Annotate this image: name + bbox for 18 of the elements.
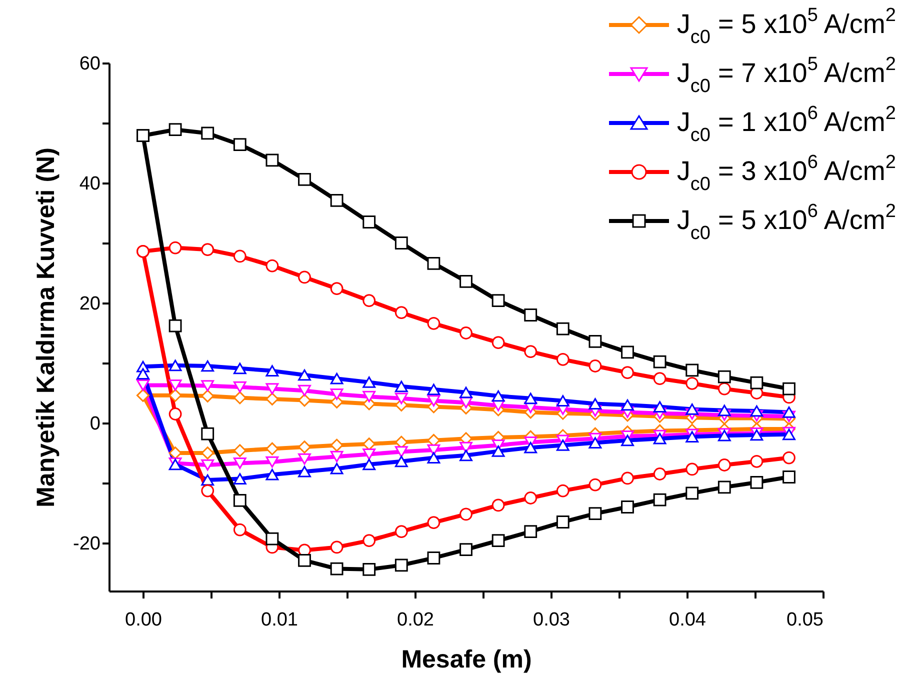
- x-tick-label: 0.03: [533, 610, 570, 630]
- x-tick-label: 0.05: [786, 610, 824, 630]
- y-tick-label: 20: [79, 294, 100, 314]
- legend-label: J$_{c0}$ = 5 x10$^{5}$ A/cm$^{2}$: [676, 5, 896, 48]
- x-tick-label: 0.04: [669, 610, 706, 630]
- y-tick-label: 40: [79, 174, 100, 194]
- x-tick-label: 0.00: [125, 610, 162, 630]
- legend-label: J$_{c0}$ = 5 x10$^{6}$ A/cm$^{2}$: [676, 201, 896, 244]
- legend-label: J$_{c0}$ = 7 x10$^{5}$ A/cm$^{2}$: [676, 54, 896, 97]
- x-tick-label: 0.01: [261, 610, 298, 630]
- legend-label: J$_{c0}$ = 3 x10$^{6}$ A/cm$^{2}$: [676, 152, 896, 195]
- y-axis-title: Manyetik Kaldırma Kuvveti (N): [32, 148, 60, 508]
- y-tick-label: 60: [79, 54, 100, 74]
- legend-label: J$_{c0}$ = 1 x10$^{6}$ A/cm$^{2}$: [676, 103, 896, 146]
- y-tick-label: 0: [90, 414, 100, 434]
- y-tick-label: -20: [73, 534, 100, 554]
- x-tick-label: 0.02: [397, 610, 434, 630]
- x-axis-title: Mesafe (m): [401, 646, 532, 674]
